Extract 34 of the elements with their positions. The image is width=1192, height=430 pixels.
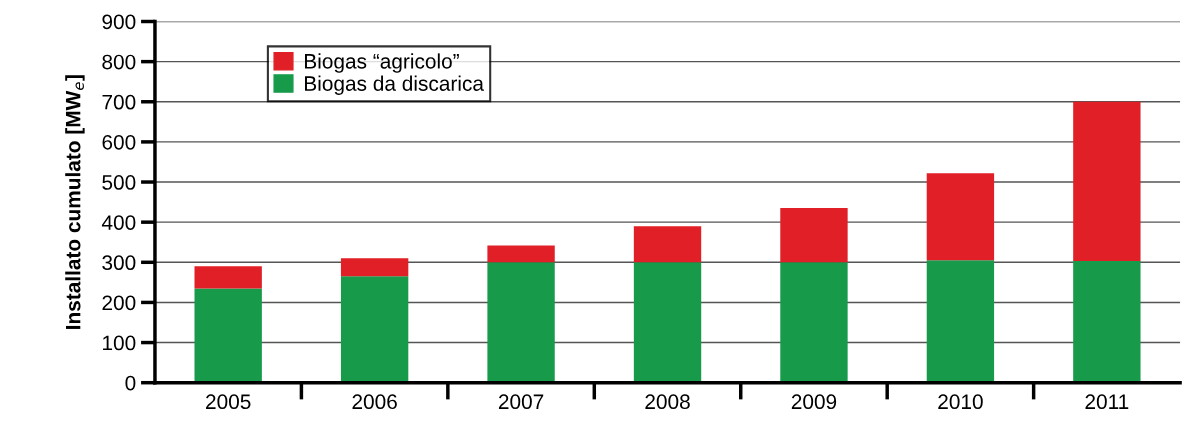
bar [340,258,409,277]
bar [926,260,995,383]
y-tick-label: 500 [102,175,136,190]
x-tick-label: 2008 [645,394,690,410]
legend-label: Biogas “agricolo” [305,53,459,73]
bar [1073,261,1141,383]
bar [487,262,555,383]
bar [194,266,262,289]
x-tick-label: 2011 [1085,394,1129,410]
y-tick-label: 400 [101,215,136,230]
bar [194,288,262,383]
y-tick-label: 700 [102,94,136,110]
x-tick-label: 2007 [498,394,544,410]
bar [926,173,995,261]
x-tick-label: 2009 [791,394,837,410]
bar [633,226,702,263]
x-tick-label: 2010 [938,394,983,410]
y-axis-title: Installato cumulato [MW$_{e}$] [65,75,85,329]
bar [633,262,702,383]
y-tick-label: 900 [102,14,136,30]
y-tick-label: 600 [102,134,136,150]
bar [1073,101,1141,262]
bar [340,276,409,383]
y-tick-label: 100 [103,335,136,351]
bar [487,245,555,263]
legend-label: Biogas da discarica [305,75,484,96]
x-tick-label: 2006 [352,394,397,410]
y-tick-label: 800 [102,54,136,70]
bar [780,208,848,263]
y-tick-label: 0 [125,375,136,391]
x-tick-label: 2005 [206,394,251,410]
bar [780,262,848,383]
y-tick-label: 300 [102,255,136,271]
y-tick-label: 200 [102,295,136,311]
